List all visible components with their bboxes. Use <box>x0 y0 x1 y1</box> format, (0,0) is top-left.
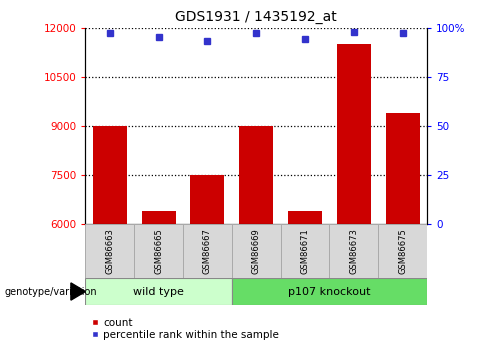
Bar <box>337 44 371 224</box>
Text: GSM86663: GSM86663 <box>105 228 114 274</box>
Text: GSM86675: GSM86675 <box>398 228 407 274</box>
Text: genotype/variation: genotype/variation <box>5 287 98 296</box>
Bar <box>329 224 378 278</box>
Bar <box>239 126 273 224</box>
Bar <box>288 211 322 224</box>
Text: GSM86673: GSM86673 <box>349 228 358 274</box>
Bar <box>93 126 127 224</box>
Text: GSM86671: GSM86671 <box>301 228 309 274</box>
Bar <box>142 211 176 224</box>
Bar <box>134 224 183 278</box>
Text: GSM86669: GSM86669 <box>252 228 261 274</box>
Bar <box>281 224 329 278</box>
Text: wild type: wild type <box>133 287 184 296</box>
Title: GDS1931 / 1435192_at: GDS1931 / 1435192_at <box>175 10 337 24</box>
Bar <box>386 113 420 224</box>
Bar <box>190 175 224 224</box>
Bar <box>232 278 427 305</box>
Text: GSM86665: GSM86665 <box>154 228 163 274</box>
Bar <box>232 224 281 278</box>
Text: p107 knockout: p107 knockout <box>288 287 371 296</box>
Text: GSM86667: GSM86667 <box>203 228 212 274</box>
Bar <box>85 224 134 278</box>
Bar <box>183 224 232 278</box>
Bar <box>378 224 427 278</box>
Bar <box>85 278 232 305</box>
Legend: count, percentile rank within the sample: count, percentile rank within the sample <box>91 318 279 340</box>
Polygon shape <box>71 283 85 300</box>
